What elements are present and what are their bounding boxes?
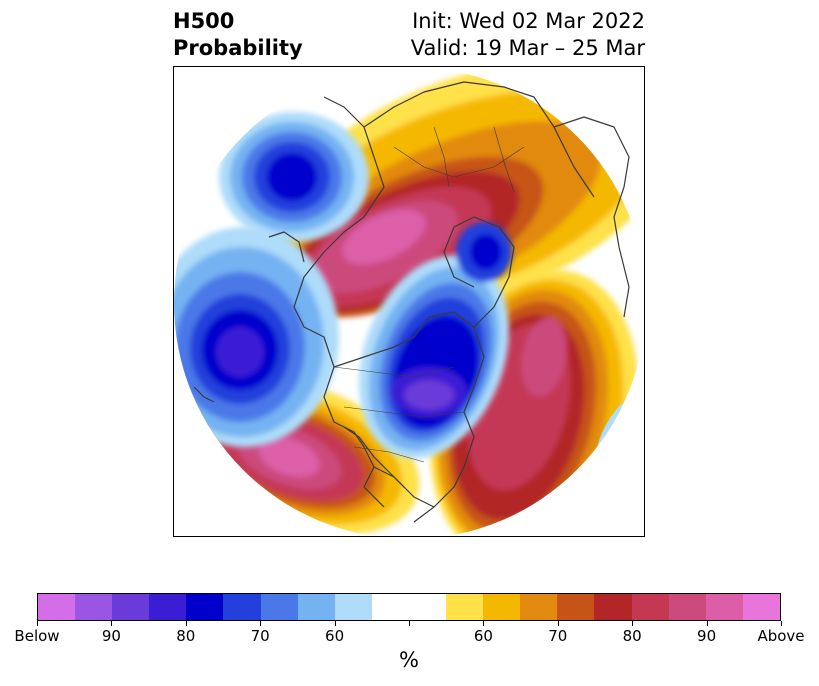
colorbar-tick — [557, 621, 559, 626]
colorbar-unit: % — [399, 648, 419, 672]
colorbar-segment — [594, 594, 632, 620]
colorbar-segment — [297, 594, 335, 620]
colorbar-tick-label: 90 — [697, 627, 717, 645]
colorbar-tick-label: Below — [14, 627, 60, 645]
coastlines — [193, 81, 630, 523]
colorbar-segment — [483, 594, 521, 620]
colorbar-segment — [668, 594, 706, 620]
colorbar-segment — [557, 594, 595, 620]
colorbar-segment — [38, 594, 76, 620]
title-right: Init: Wed 02 Mar 2022 Valid: 19 Mar – 25… — [411, 8, 645, 62]
colorbar-tick — [706, 621, 708, 626]
colorbar-segment — [408, 594, 447, 620]
borders — [333, 126, 525, 463]
colorbar-segment — [520, 594, 558, 620]
colorbar-tick-label: 80 — [622, 627, 642, 645]
colorbar-segment — [446, 594, 484, 620]
colorbar-tick-label: 80 — [176, 627, 196, 645]
colorbar-tick-label: 60 — [325, 627, 345, 645]
colorbar-tick — [185, 621, 187, 626]
colorbar-segment — [223, 594, 261, 620]
colorbar-tick-label: Above — [757, 627, 805, 645]
colorbar-tick — [632, 621, 634, 626]
colorbar-segment — [334, 594, 372, 620]
colorbar-tick — [260, 621, 262, 626]
colorbar-tick-label: 70 — [548, 627, 568, 645]
probability-map — [173, 66, 645, 537]
colorbar-tick — [37, 621, 38, 626]
trough-pacific — [174, 227, 339, 447]
colorbar-segment — [705, 594, 743, 620]
colorbar-segment — [631, 594, 669, 620]
title-left: H500 Probability — [173, 8, 303, 62]
colorbar-segment — [371, 594, 409, 620]
colorbar — [37, 593, 781, 621]
colorbar-tick-label: 60 — [473, 627, 493, 645]
colorbar-tick — [111, 621, 113, 626]
map-svg — [174, 67, 644, 536]
colorbar-segment — [149, 594, 187, 620]
trough-bering — [219, 112, 369, 242]
colorbar-tick — [483, 621, 485, 626]
colorbar-tick-label: 70 — [250, 627, 270, 645]
title-product: Probability — [173, 36, 303, 60]
colorbar-segment — [112, 594, 150, 620]
title-variable: H500 — [173, 9, 235, 33]
probability-shading — [174, 67, 644, 536]
title-init-date: Init: Wed 02 Mar 2022 — [412, 9, 645, 33]
colorbar-tick — [334, 621, 336, 626]
colorbar-segment — [742, 594, 780, 620]
colorbar-tick — [781, 621, 782, 626]
colorbar-segment — [186, 594, 224, 620]
colorbar-tick-label: 90 — [101, 627, 121, 645]
title-valid-range: Valid: 19 Mar – 25 Mar — [410, 36, 645, 60]
colorbar-segment — [75, 594, 113, 620]
colorbar-tick — [409, 621, 410, 626]
colorbar-segment — [260, 594, 298, 620]
